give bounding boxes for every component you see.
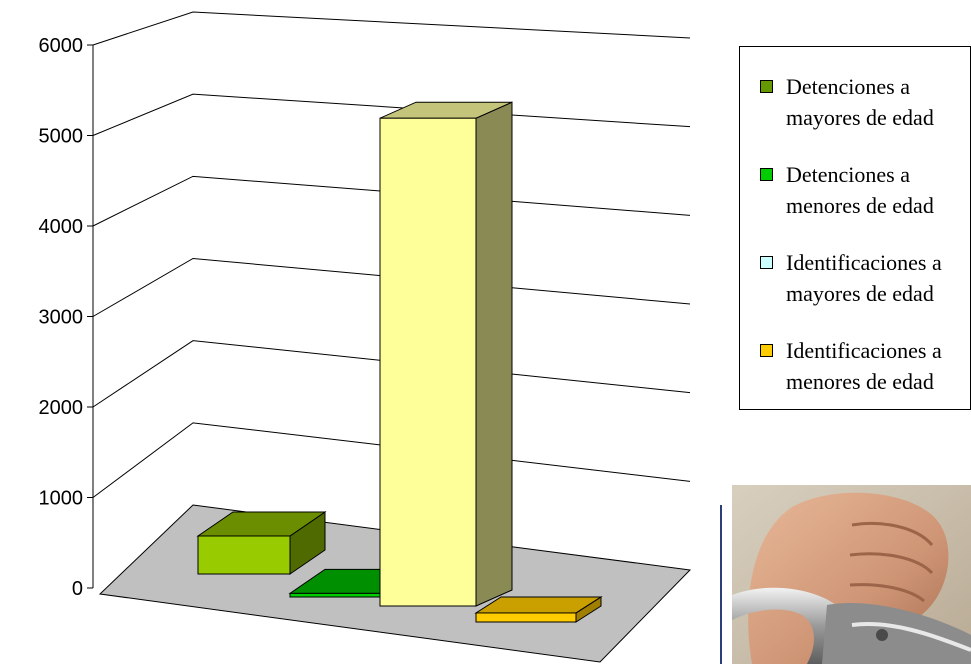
bars [196, 101, 603, 623]
legend-label-3: Identificaciones a mayores de edad [786, 250, 942, 306]
bar-2-front [289, 592, 381, 598]
legend: Detenciones a mayores de edad Detencione… [739, 46, 971, 410]
legend-swatch-4 [760, 344, 773, 357]
legend-swatch-3 [760, 256, 773, 269]
handcuffs-illustration [732, 485, 971, 664]
y-tick-label-5: 5000 [39, 126, 84, 148]
gridline-1 [92, 422, 691, 498]
legend-item-1: Detenciones a mayores de edad [760, 71, 970, 133]
legend-label-2: Detenciones a menores de edad [786, 162, 934, 218]
legend-label-4: Identificaciones a menores de edad [786, 338, 942, 394]
gridline-6 [92, 11, 691, 46]
legend-item-4: Identificaciones a menores de edad [760, 335, 970, 397]
y-tick-label-2: 2000 [39, 397, 84, 419]
y-axis: 0 1000 2000 3000 4000 5000 6000 [39, 35, 94, 600]
legend-swatch-2 [760, 168, 773, 181]
legend-label-1: Detenciones a mayores de edad [786, 74, 934, 130]
y-tick-label-0: 0 [72, 578, 83, 600]
gridline-5 [92, 93, 691, 136]
legend-item-3: Identificaciones a mayores de edad [760, 247, 970, 309]
photo-divider [720, 505, 722, 664]
bar-3-side [475, 101, 513, 607]
bar-4-front [475, 612, 577, 623]
legend-swatch-1 [760, 80, 773, 93]
y-tick-label-6: 6000 [39, 35, 84, 57]
gridline-2 [92, 340, 691, 408]
y-tick-label-4: 4000 [39, 216, 84, 238]
gridlines [92, 11, 691, 498]
handcuffs-photo [732, 485, 971, 664]
bar-1-front [197, 535, 291, 575]
y-tick-label-3: 3000 [39, 307, 84, 329]
y-tick-label-1: 1000 [39, 488, 84, 510]
legend-item-2: Detenciones a menores de edad [760, 159, 970, 221]
bar-3-front [379, 117, 477, 607]
gridline-4 [92, 175, 691, 227]
gridline-3 [92, 257, 691, 317]
